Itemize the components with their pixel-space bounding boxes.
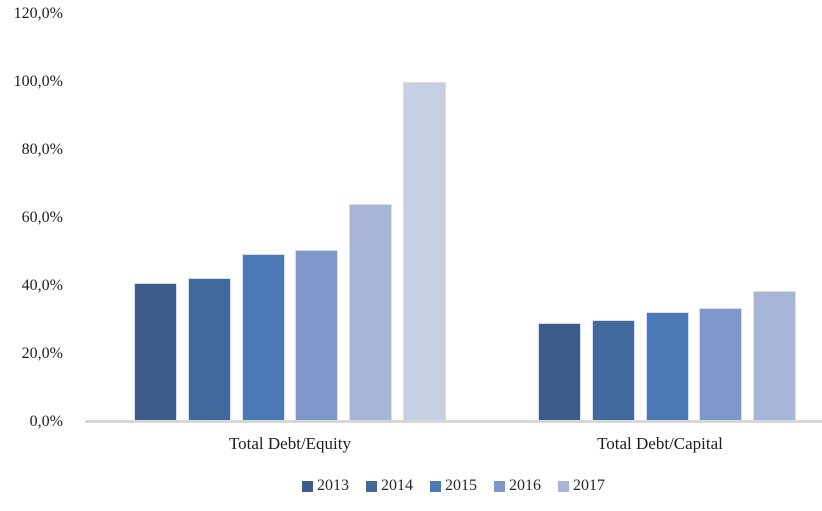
- bar-2016-total-debt-capital: [699, 308, 743, 422]
- bar-2017-total-debt-capital: [753, 291, 797, 422]
- legend-swatch-icon: [302, 480, 313, 492]
- legend-item-2013: 2013: [302, 477, 349, 495]
- legend-label: 2016: [509, 477, 541, 494]
- legend-item-2016: 2016: [494, 477, 541, 495]
- y-axis-tick-label: 80,0%: [21, 141, 63, 158]
- y-axis-tick-label: 0,0%: [29, 413, 63, 430]
- legend-label: 2017: [573, 477, 605, 494]
- legend-label: 2013: [317, 477, 349, 494]
- bar-2016-total-debt-equity: [295, 250, 339, 422]
- bar-2014-total-debt-capital: [591, 320, 635, 422]
- legend-item-2017: 2017: [558, 477, 605, 495]
- y-axis-tick-label: 20,0%: [21, 345, 63, 362]
- legend-label: 2014: [381, 477, 413, 494]
- y-axis-tick-label: 100,0%: [13, 73, 63, 90]
- legend-swatch-icon: [558, 480, 569, 492]
- legend-swatch-icon: [494, 480, 505, 492]
- legend-item-2015: 2015: [430, 477, 477, 495]
- y-axis-tick-label: 120,0%: [13, 5, 63, 22]
- x-axis-category-label: Total Debt/Capital: [597, 434, 723, 453]
- legend-item-2014: 2014: [366, 477, 413, 495]
- y-axis-tick-label: 40,0%: [21, 277, 63, 294]
- bar-2017-total-debt-equity: [349, 204, 393, 422]
- legend-swatch-icon: [366, 480, 377, 492]
- bar-2014-total-debt-equity: [187, 277, 231, 422]
- x-axis-line: [85, 420, 822, 423]
- legend: 2013 2014 2015 2016 2017: [85, 476, 822, 496]
- bar-2013-total-debt-equity: [134, 282, 177, 422]
- bar-2015-total-debt-capital: [645, 311, 689, 422]
- y-axis-tick-label: 60,0%: [21, 209, 63, 226]
- x-axis-category-label: Total Debt/Equity: [228, 434, 352, 453]
- legend-swatch-icon: [430, 480, 441, 492]
- bar-2015-total-debt-equity: [241, 253, 285, 422]
- bar-extra-total-debt-equity: [403, 82, 446, 422]
- bar-2013-total-debt-capital: [538, 323, 581, 422]
- legend-label: 2015: [445, 477, 477, 494]
